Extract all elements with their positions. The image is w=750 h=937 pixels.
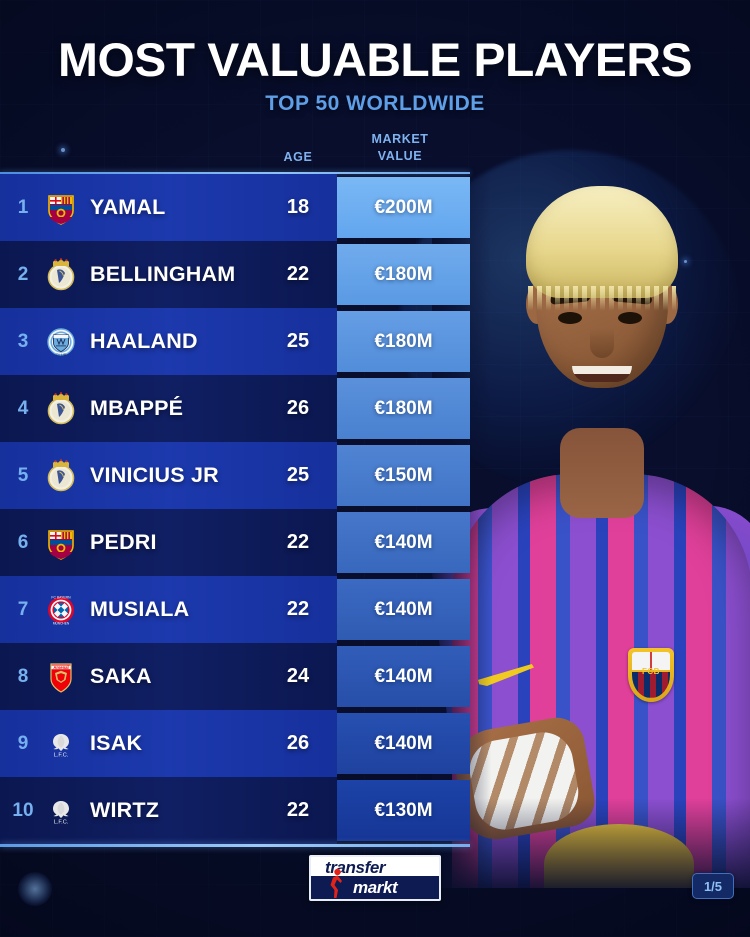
row-rank: 5 — [17, 464, 29, 486]
row-market-value: €130M — [337, 780, 470, 841]
club-badge-arsenal-icon: Arsenal — [44, 660, 78, 694]
row-age: 22 — [286, 531, 310, 553]
club-badge-real-madrid-icon — [44, 257, 78, 292]
row-age: 22 — [286, 799, 310, 821]
row-rank: 3 — [17, 330, 29, 352]
club-badge-fc-barcelona-icon — [44, 191, 78, 225]
row-market-value: €140M — [337, 713, 470, 774]
page-title: MOST VALUABLE PLAYERS — [58, 33, 692, 86]
club-badge-real-madrid-icon — [44, 391, 78, 426]
row-rank: 1 — [17, 196, 29, 218]
row-market-value: €140M — [337, 512, 470, 573]
row-player-name: YAMAL — [90, 195, 166, 219]
svg-text:FC BAYERN: FC BAYERN — [51, 595, 71, 599]
row-rank: 8 — [17, 665, 29, 687]
table-row[interactable]: 10 L.F.C. WIRTZ 22 €130M — [0, 777, 470, 844]
row-age: 25 — [286, 330, 310, 352]
svg-text:L.F.C.: L.F.C. — [54, 752, 69, 758]
table-row[interactable]: 8 Arsenal SAKA 24 €140M — [0, 643, 470, 710]
club-badge-liverpool-icon: L.F.C. — [44, 794, 78, 828]
row-player-name: BELLINGHAM — [90, 262, 236, 286]
table-row[interactable]: 9 L.F.C. ISAK 26 €140M — [0, 710, 470, 777]
row-market-value: €180M — [337, 378, 470, 439]
row-age: 25 — [286, 464, 310, 486]
row-market-value: €140M — [337, 579, 470, 640]
table-row[interactable]: 4 MBAPPÉ 26 €180M — [0, 375, 470, 442]
table-row[interactable]: 2 BELLINGHAM 22 €180M — [0, 241, 470, 308]
row-market-value: €150M — [337, 445, 470, 506]
table-bottom-rule — [0, 844, 470, 847]
transfermarkt-player-icon — [330, 868, 342, 898]
row-player-name: HAALAND — [90, 329, 198, 353]
row-player-name: PEDRI — [90, 530, 157, 554]
club-badge-bayern-munich-icon: FC BAYERN MÜNCHEN — [44, 593, 78, 627]
row-player-name: WIRTZ — [90, 798, 160, 822]
row-market-value: €140M — [337, 646, 470, 707]
club-badge-manchester-city-icon: CLUB — [44, 325, 78, 359]
table-row[interactable]: 3 CLUB HAALAND 25 €180M — [0, 308, 470, 375]
background-spark — [61, 148, 65, 152]
row-age: 22 — [286, 598, 310, 620]
row-rank: 7 — [17, 598, 29, 620]
row-market-value: €180M — [337, 311, 470, 372]
row-player-name: SAKA — [90, 664, 152, 688]
row-age: 26 — [286, 397, 310, 419]
table-top-rule — [0, 172, 470, 174]
page-indicator: 1/5 — [692, 873, 734, 899]
photo-edge-fade — [432, 88, 750, 888]
club-badge-real-madrid-icon — [44, 458, 78, 493]
column-header-market-value: MARKET VALUE — [330, 131, 470, 165]
glow-dot — [18, 872, 52, 906]
table-row[interactable]: 6 PEDRI 22 €140M — [0, 509, 470, 576]
market-value-line-1: MARKET — [371, 132, 429, 146]
row-rank: 9 — [17, 732, 29, 754]
row-player-name: MUSIALA — [90, 597, 190, 621]
row-market-value: €200M — [337, 177, 470, 238]
table-row[interactable]: 1 YAMAL 18 €200M — [0, 174, 470, 241]
svg-text:CLUB: CLUB — [56, 352, 67, 357]
row-player-name: VINICIUS JR — [90, 463, 219, 487]
club-badge-fc-barcelona-icon — [44, 526, 78, 560]
table-row[interactable]: 5 VINICIUS JR 25 €150M — [0, 442, 470, 509]
svg-text:Arsenal: Arsenal — [53, 664, 68, 669]
row-player-name: ISAK — [90, 731, 143, 755]
svg-text:MÜNCHEN: MÜNCHEN — [53, 621, 70, 625]
row-age: 24 — [286, 665, 310, 687]
row-rank: 10 — [12, 799, 34, 821]
footer: transfer markt 1/5 — [0, 851, 750, 911]
svg-text:L.F.C.: L.F.C. — [54, 819, 69, 825]
row-rank: 6 — [17, 531, 29, 553]
page-subtitle: TOP 50 WORLDWIDE — [265, 92, 485, 115]
table-row[interactable]: 7 FC BAYERN MÜNCHEN MUSIALA 22 €140M — [0, 576, 470, 643]
table-column-headers: AGE MARKET VALUE — [0, 128, 470, 174]
player-photo: FCB — [432, 88, 750, 888]
row-rank: 2 — [17, 263, 29, 285]
column-header-age: AGE — [283, 150, 313, 164]
row-age: 26 — [286, 732, 310, 754]
market-value-line-2: VALUE — [377, 149, 423, 163]
club-badge-liverpool-icon: L.F.C. — [44, 727, 78, 761]
row-age: 22 — [286, 263, 310, 285]
rankings-table: AGE MARKET VALUE 1 YAMAL 18 €200M — [0, 128, 470, 847]
transfermarkt-logo[interactable]: transfer markt — [309, 855, 441, 901]
transfermarkt-wordmark-bottom: markt — [311, 876, 439, 899]
row-player-name: MBAPPÉ — [90, 396, 184, 420]
row-age: 18 — [286, 196, 310, 218]
table-rows: 1 YAMAL 18 €200M 2 — [0, 174, 470, 844]
row-rank: 4 — [17, 397, 29, 419]
row-market-value: €180M — [337, 244, 470, 305]
